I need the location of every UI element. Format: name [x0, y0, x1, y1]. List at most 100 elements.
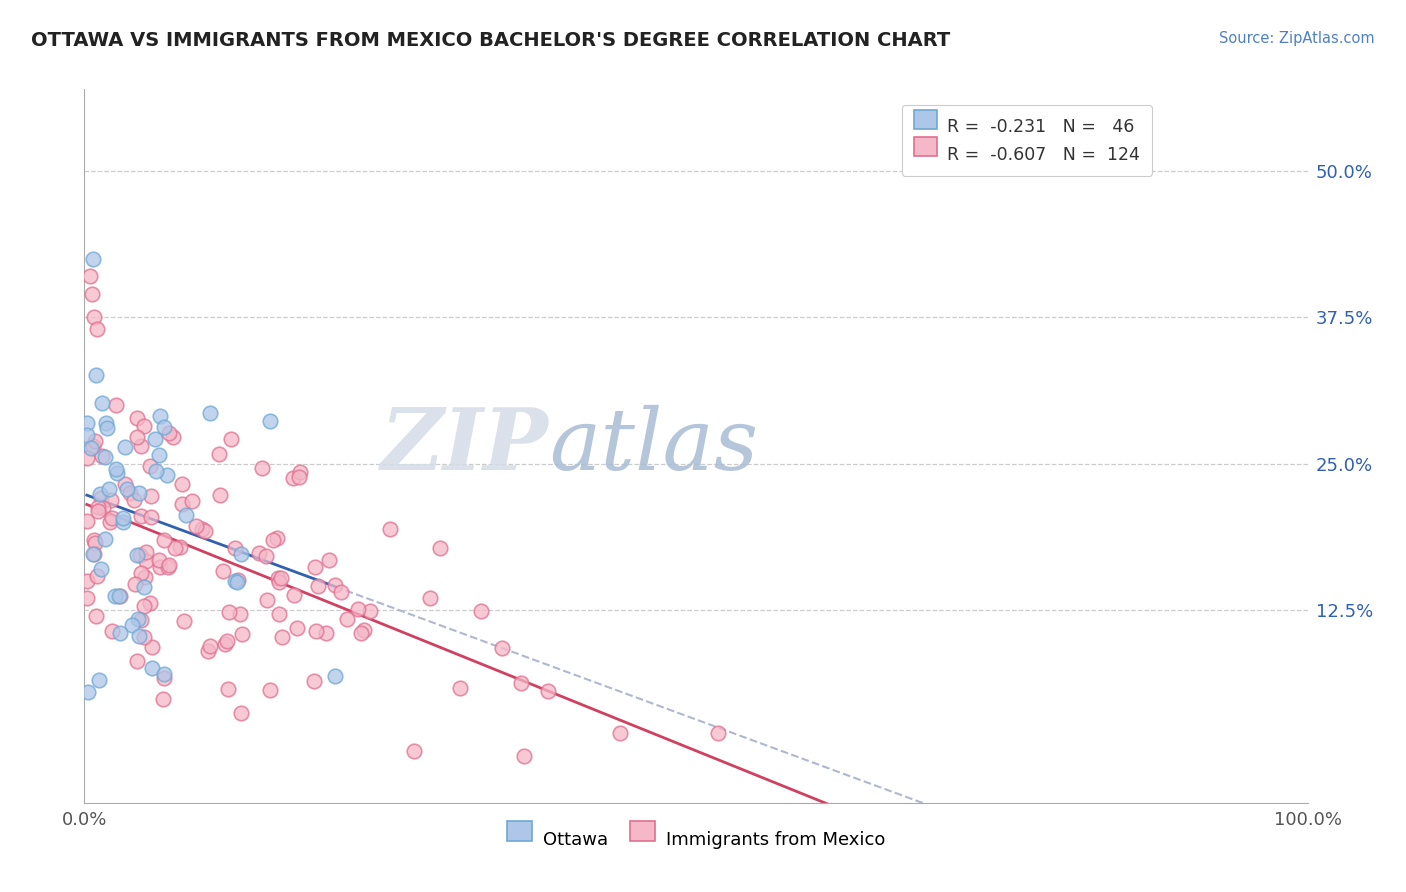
- Point: [254, 549, 277, 564]
- Point: [165, 541, 187, 556]
- Point: [707, 725, 730, 739]
- Point: [149, 560, 172, 574]
- Point: [153, 420, 176, 434]
- Point: [112, 510, 135, 524]
- Point: [259, 682, 281, 697]
- Point: [270, 571, 292, 585]
- Point: [228, 607, 250, 621]
- Text: OTTAWA VS IMMIGRANTS FROM MEXICO BACHELOR'S DEGREE CORRELATION CHART: OTTAWA VS IMMIGRANTS FROM MEXICO BACHELO…: [31, 31, 950, 50]
- Point: [76, 514, 98, 528]
- Point: [429, 541, 451, 556]
- Point: [110, 589, 132, 603]
- Point: [259, 414, 281, 428]
- Point: [226, 573, 249, 587]
- Point: [153, 671, 176, 685]
- Point: [162, 430, 184, 444]
- Point: [96, 420, 118, 434]
- Point: [86, 569, 108, 583]
- Point: [148, 448, 170, 462]
- Point: [350, 626, 373, 640]
- Point: [122, 492, 145, 507]
- Point: [90, 562, 112, 576]
- Point: [323, 578, 346, 592]
- Point: [132, 599, 155, 614]
- Point: [169, 540, 191, 554]
- Point: [127, 548, 149, 562]
- Point: [186, 519, 208, 533]
- Point: [112, 516, 135, 530]
- Point: [224, 574, 246, 589]
- Point: [347, 602, 370, 616]
- Point: [250, 460, 273, 475]
- Point: [609, 725, 631, 739]
- Point: [304, 560, 326, 574]
- Point: [283, 588, 305, 602]
- Point: [449, 681, 471, 695]
- Point: [76, 417, 98, 431]
- Point: [90, 449, 112, 463]
- Point: [302, 674, 325, 689]
- Point: [157, 558, 180, 572]
- Legend: Ottawa, Immigrants from Mexico: Ottawa, Immigrants from Mexico: [498, 820, 894, 858]
- Point: [512, 749, 534, 764]
- Point: [510, 676, 533, 690]
- Point: [134, 570, 156, 584]
- Point: [100, 511, 122, 525]
- Point: [170, 477, 193, 491]
- Point: [197, 643, 219, 657]
- Point: [132, 631, 155, 645]
- Point: [231, 547, 253, 561]
- Point: [84, 434, 107, 449]
- Point: [290, 465, 312, 479]
- Point: [96, 416, 118, 430]
- Point: [77, 684, 100, 698]
- Point: [125, 654, 148, 668]
- Point: [419, 591, 441, 605]
- Point: [218, 606, 240, 620]
- Point: [194, 524, 217, 538]
- Point: [129, 548, 152, 562]
- Point: [143, 433, 166, 447]
- Point: [84, 368, 107, 382]
- Point: [127, 430, 149, 444]
- Point: [285, 621, 308, 635]
- Point: [121, 618, 143, 632]
- Point: [359, 604, 381, 618]
- Point: [353, 623, 375, 637]
- Point: [266, 532, 288, 546]
- Point: [82, 252, 104, 266]
- Point: [114, 440, 136, 454]
- Point: [87, 673, 110, 687]
- Point: [139, 489, 162, 503]
- Point: [153, 667, 176, 681]
- Point: [135, 554, 157, 568]
- Point: [129, 439, 152, 453]
- Point: [176, 508, 198, 522]
- Point: [283, 471, 305, 485]
- Point: [157, 425, 180, 440]
- Point: [214, 637, 236, 651]
- Point: [108, 589, 131, 603]
- Point: [141, 510, 163, 524]
- Point: [125, 410, 148, 425]
- Point: [76, 574, 98, 588]
- Point: [86, 504, 108, 518]
- Point: [104, 398, 127, 412]
- Point: [87, 500, 110, 514]
- Point: [307, 579, 329, 593]
- Point: [315, 626, 337, 640]
- Point: [267, 607, 290, 621]
- Point: [83, 533, 105, 547]
- Point: [157, 559, 180, 574]
- Point: [129, 508, 152, 523]
- Point: [219, 432, 242, 446]
- Point: [94, 450, 117, 464]
- Point: [100, 493, 122, 508]
- Point: [336, 612, 359, 626]
- Point: [329, 585, 352, 599]
- Point: [378, 522, 401, 536]
- Point: [141, 661, 163, 675]
- Point: [217, 681, 239, 696]
- Point: [287, 470, 309, 484]
- Point: [198, 406, 221, 420]
